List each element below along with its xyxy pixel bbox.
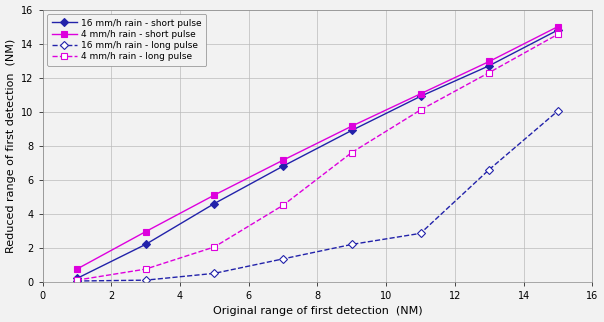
4 mm/h rain - short pulse <box>280 158 287 162</box>
16 mm/h rain - short pulse <box>211 202 218 205</box>
4 mm/h rain - long pulse <box>280 204 287 207</box>
16 mm/h rain - long pulse <box>554 109 562 113</box>
4 mm/h rain - long pulse <box>73 278 80 282</box>
4 mm/h rain - long pulse <box>417 108 424 112</box>
16 mm/h rain - long pulse <box>280 257 287 261</box>
16 mm/h rain - long pulse <box>211 271 218 275</box>
4 mm/h rain - short pulse <box>211 193 218 197</box>
4 mm/h rain - short pulse <box>348 124 355 128</box>
Line: 4 mm/h rain - short pulse: 4 mm/h rain - short pulse <box>74 24 561 272</box>
16 mm/h rain - long pulse <box>348 242 355 246</box>
4 mm/h rain - short pulse <box>417 92 424 96</box>
16 mm/h rain - short pulse <box>348 128 355 132</box>
X-axis label: Original range of first detection  (NM): Original range of first detection (NM) <box>213 307 422 317</box>
16 mm/h rain - long pulse <box>73 279 80 283</box>
16 mm/h rain - short pulse <box>486 64 493 68</box>
16 mm/h rain - long pulse <box>417 232 424 235</box>
16 mm/h rain - short pulse <box>73 277 80 280</box>
Line: 16 mm/h rain - long pulse: 16 mm/h rain - long pulse <box>74 108 561 284</box>
4 mm/h rain - short pulse <box>142 230 149 233</box>
16 mm/h rain - short pulse <box>417 94 424 98</box>
4 mm/h rain - long pulse <box>142 267 149 271</box>
16 mm/h rain - short pulse <box>554 28 562 32</box>
Y-axis label: Reduced range of first detection  (NM): Reduced range of first detection (NM) <box>5 39 16 253</box>
16 mm/h rain - short pulse <box>280 164 287 168</box>
4 mm/h rain - short pulse <box>486 60 493 63</box>
4 mm/h rain - long pulse <box>554 32 562 36</box>
4 mm/h rain - short pulse <box>73 267 80 271</box>
Legend: 16 mm/h rain - short pulse, 4 mm/h rain - short pulse, 16 mm/h rain - long pulse: 16 mm/h rain - short pulse, 4 mm/h rain … <box>47 14 207 66</box>
16 mm/h rain - long pulse <box>142 278 149 282</box>
16 mm/h rain - short pulse <box>142 242 149 246</box>
4 mm/h rain - long pulse <box>348 151 355 155</box>
4 mm/h rain - short pulse <box>554 25 562 29</box>
Line: 4 mm/h rain - long pulse: 4 mm/h rain - long pulse <box>74 32 561 283</box>
16 mm/h rain - long pulse <box>486 168 493 172</box>
4 mm/h rain - long pulse <box>486 71 493 74</box>
Line: 16 mm/h rain - short pulse: 16 mm/h rain - short pulse <box>74 27 561 281</box>
4 mm/h rain - long pulse <box>211 245 218 249</box>
